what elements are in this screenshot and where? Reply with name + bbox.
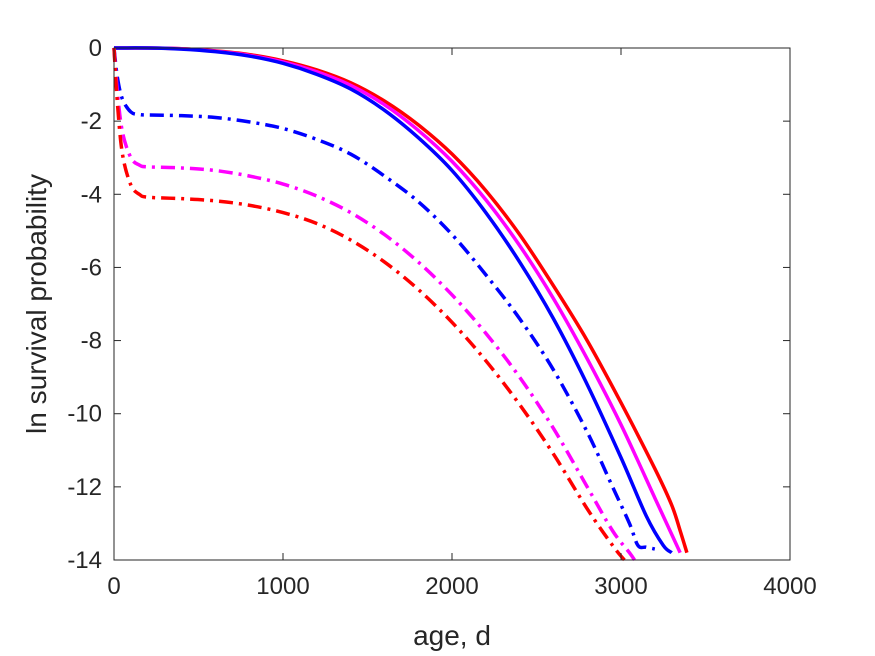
x-tick-label: 0: [107, 573, 120, 600]
x-axis-label: age, d: [413, 620, 491, 651]
y-tick-label: -10: [67, 401, 102, 428]
y-axis-label: ln survival probability: [21, 174, 52, 434]
y-tick-label: -4: [81, 181, 102, 208]
y-tick-label: -8: [81, 328, 102, 355]
y-tick-label: -14: [67, 547, 102, 574]
y-tick-label: -12: [67, 474, 102, 501]
axis-layer: 0 1000 2000 3000 4000 0 -2 -4 -6 -8 -10 -12 -14: [67, 35, 816, 600]
series-line-5-dashdot: [112, 47, 636, 561]
y-tick-label: 0: [89, 35, 102, 62]
x-tick-label: 4000: [763, 573, 816, 600]
plot-frame: [113, 47, 791, 561]
x-tick-label: 1000: [256, 573, 309, 600]
series-line-6-dashdot: [112, 47, 626, 562]
y-tick-label: -6: [81, 254, 102, 281]
series-layer: [112, 46, 689, 562]
x-tick-label: 3000: [594, 573, 647, 600]
plot-area: [114, 48, 790, 560]
series-line-3-solid: [113, 46, 673, 555]
y-tick-label: -2: [81, 108, 102, 135]
x-tick-label: 2000: [425, 573, 478, 600]
series-line-4-dashdot: [112, 47, 656, 551]
